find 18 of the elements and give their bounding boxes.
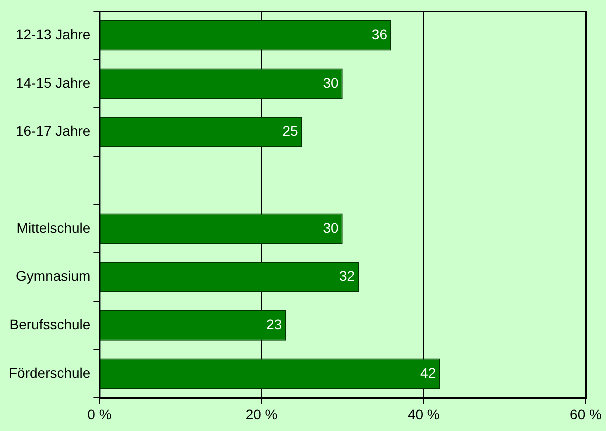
data-label: 25	[282, 123, 299, 140]
data-label: 30	[323, 74, 340, 91]
y-tick-label: 12-13 Jahre	[16, 26, 91, 42]
y-tick-label: Berufsschule	[10, 316, 91, 333]
x-tick-label: 60 %	[570, 406, 602, 422]
y-tick-label: Mittelschule	[16, 220, 91, 236]
x-tick-label: 40 %	[408, 406, 440, 422]
x-tick-label: 20 %	[246, 406, 278, 422]
x-tick-label: 0 %	[88, 406, 112, 422]
data-label: 23	[266, 316, 282, 333]
y-tick-label: 16-17 Jahre	[16, 123, 91, 140]
data-label: 36	[372, 26, 388, 42]
y-tick-label: Gymnasium	[16, 268, 91, 284]
y-tick-label: Förderschule	[9, 364, 91, 381]
data-label: 42	[420, 364, 436, 381]
data-label: 30	[323, 220, 340, 236]
y-tick-label: 14-15 Jahre	[16, 74, 91, 91]
data-label: 32	[339, 268, 356, 284]
